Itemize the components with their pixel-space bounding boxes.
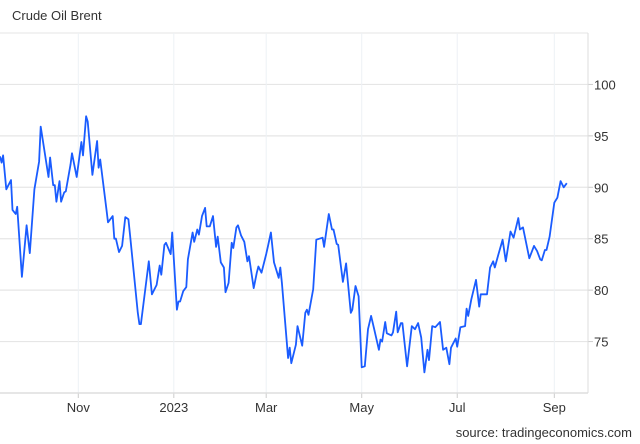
axes: 75 80 85 90 95 100 Nov 2023 Mar May Jul Sep	[0, 33, 616, 415]
series-line	[0, 115, 568, 374]
x-tick-label: Nov	[67, 400, 91, 415]
y-tick-label: 95	[594, 129, 608, 144]
x-tick-label: Sep	[543, 400, 566, 415]
x-tick-label: Mar	[255, 400, 278, 415]
x-tick-label: 2023	[159, 400, 188, 415]
y-tick-label: 100	[594, 77, 616, 92]
chart-title: Crude Oil Brent	[12, 8, 102, 23]
x-tick-label: May	[349, 400, 374, 415]
y-tick-label: 75	[594, 335, 608, 350]
source-label: source: tradingeconomics.com	[455, 425, 632, 440]
series-layer	[0, 115, 568, 374]
y-tick-label: 80	[594, 283, 608, 298]
gridlines	[0, 32, 588, 393]
x-tick-label: Jul	[449, 400, 466, 415]
y-tick-label: 85	[594, 232, 608, 247]
y-tick-label: 90	[594, 180, 608, 195]
